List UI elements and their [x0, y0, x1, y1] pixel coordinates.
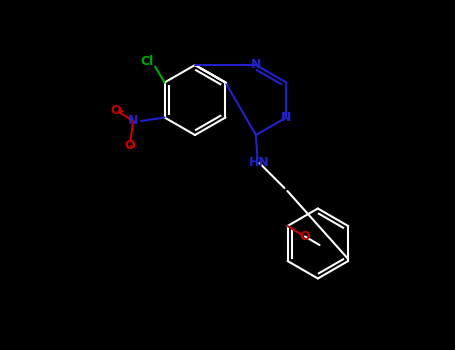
Text: O: O [110, 104, 121, 117]
Text: O: O [300, 230, 310, 243]
Text: HN: HN [249, 156, 270, 169]
Text: O: O [124, 139, 135, 152]
Text: N: N [281, 111, 292, 124]
Text: N: N [251, 58, 261, 71]
Text: N: N [128, 114, 138, 127]
Text: Cl: Cl [141, 55, 154, 68]
